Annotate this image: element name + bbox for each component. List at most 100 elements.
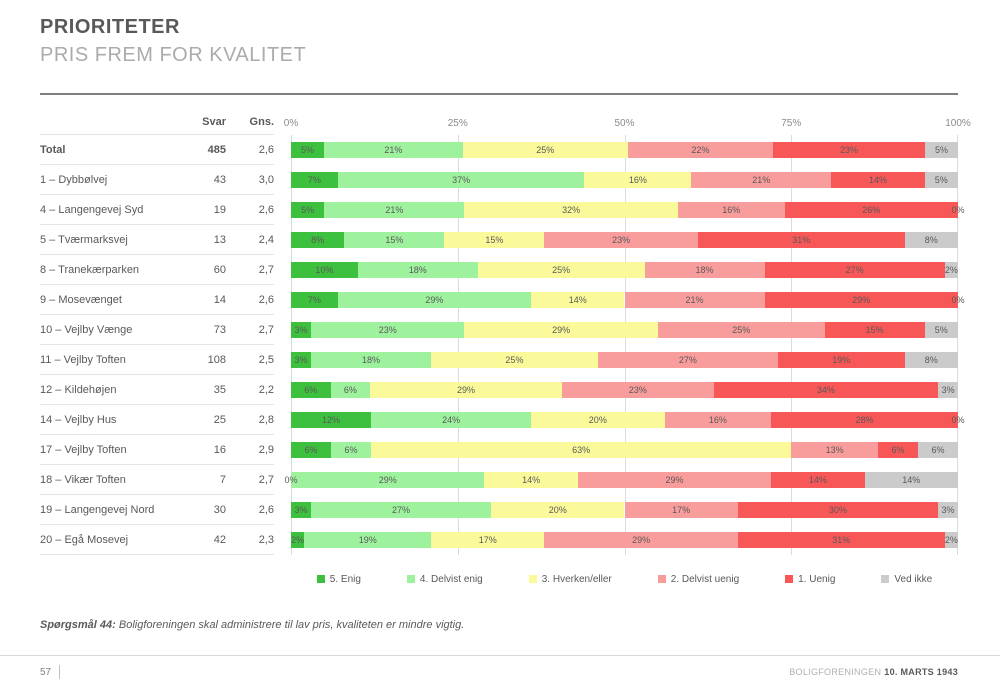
bar-segment-label: 14% <box>522 475 541 485</box>
stacked-bar: 6% 6% 29% 23% 34% 3% <box>291 382 958 398</box>
row-plot-area: 6% 6% 63% 13% 6% 6% <box>291 435 958 465</box>
bar-segment <box>311 322 465 338</box>
bar-segment <box>584 172 692 188</box>
bar-segment-label: 8% <box>924 355 938 365</box>
bar-segment <box>337 172 585 188</box>
legend-item: Ved ikke <box>881 574 932 585</box>
row-label: 20 – Egå Mosevej <box>40 533 129 546</box>
bar-segment-label: 17% <box>672 505 691 515</box>
stacked-bar: 10% 18% 25% 18% 27% 2% <box>291 262 958 278</box>
bar-segment-label: 21% <box>752 175 771 185</box>
row-svar: 19 <box>213 203 226 216</box>
row-gns: 2,8 <box>258 413 274 426</box>
stacked-bar: 3% 23% 29% 25% 15% 5% <box>291 322 958 338</box>
row-plot-area: 7% 37% 16% 21% 14% 5% <box>291 165 958 195</box>
table-row: 19 – Langengevej Nord 30 2,6 3% 27% 20% 17% 30%… <box>40 495 958 525</box>
row-label: 9 – Mosevænget <box>40 293 122 306</box>
legend-item: 3. Hverken/eller <box>528 573 612 585</box>
bar-segment <box>484 472 578 488</box>
row-label: 14 – Vejlby Hus <box>40 413 117 426</box>
bar-segment <box>304 532 432 548</box>
bar-segment-label: 29% <box>852 295 871 305</box>
bar-segment <box>291 172 338 188</box>
bar-segment-label: 32% <box>562 205 581 215</box>
stacked-bar: 7% 29% 14% 21% 29% 0% <box>291 292 965 308</box>
stacked-bar: 7% 37% 16% 21% 14% 5% <box>291 172 958 188</box>
bar-segment <box>311 352 432 368</box>
row-label: 17 – Vejlby Toften <box>40 443 127 456</box>
page-footer: 57 BOLIGFORENINGEN 10. MARTS 1943 <box>0 655 1000 692</box>
bar-segment-label: 8% <box>924 235 938 245</box>
page-number: 57 <box>40 666 52 678</box>
col-header-svar: Svar <box>202 116 226 128</box>
bar-segment-label: 63% <box>572 445 591 455</box>
bar-segment-label: 3% <box>294 355 308 365</box>
footer-org: BOLIGFORENINGEN <box>789 667 882 677</box>
bar-segment <box>944 262 958 278</box>
bar-segment <box>597 352 778 368</box>
bar-segment-label: 16% <box>628 175 647 185</box>
bar-segment-label: 29% <box>378 475 397 485</box>
row-gns: 3,0 <box>258 173 274 186</box>
footer-date: 10. MARTS 1943 <box>884 667 958 677</box>
bar-segment <box>324 202 465 218</box>
stacked-bar: 2% 19% 17% 29% 31% 2% <box>291 532 958 548</box>
table-row: 12 – Kildehøjen 35 2,2 6% 6% 29% 23% 34% 3% <box>40 375 958 405</box>
bar-segment <box>737 532 945 548</box>
bar-segment <box>624 502 738 518</box>
bar-segment-label: 17% <box>478 535 497 545</box>
gridline <box>457 135 459 555</box>
bar-segment <box>444 232 545 248</box>
bar-segment-label: 18% <box>695 265 714 275</box>
bar-segment-label: 19% <box>832 355 851 365</box>
legend-swatch-icon <box>528 575 537 583</box>
bar-segment-label: 3% <box>294 505 308 515</box>
row-svar: 42 <box>213 533 226 546</box>
bar-segment <box>784 202 958 218</box>
page-number-block: 57 <box>40 665 61 679</box>
bar-segment <box>577 472 772 488</box>
stacked-bar: 3% 18% 25% 27% 19% 8% <box>291 352 958 368</box>
bar-segment-label: 5% <box>301 205 315 215</box>
bar-segment-label: 21% <box>685 295 704 305</box>
row-gns: 2,5 <box>258 353 274 366</box>
bar-segment-label: 29% <box>456 385 476 395</box>
footer-org-date: BOLIGFORENINGEN 10. MARTS 1943 <box>789 667 958 677</box>
gridline-layer <box>291 135 958 555</box>
bar-segment <box>371 412 532 428</box>
bar-segment-label: 20% <box>548 505 567 515</box>
stacked-bar: 12% 24% 20% 16% 28% 0% <box>291 412 965 428</box>
row-svar: 60 <box>213 263 226 276</box>
bar-segment-label: 6% <box>304 385 318 395</box>
bar-segment <box>371 442 792 458</box>
chart-header-row: Svar Gns. 0% 25% 50% 75% 100% <box>40 107 971 135</box>
bar-segment-label: 2% <box>291 535 305 545</box>
table-row: Total 485 2,6 5% 21% 25% 22% 23% 5% <box>40 135 958 165</box>
row-plot-area: 3% 27% 20% 17% 30% 3% <box>291 495 958 525</box>
bar-segment <box>291 532 305 548</box>
legend-swatch-icon <box>785 575 794 583</box>
bar-segment-label: 5% <box>934 145 948 155</box>
bar-segment-label: 14% <box>568 295 587 305</box>
bar-segment <box>491 502 625 518</box>
row-left-group: 12 – Kildehøjen 35 2,2 <box>40 375 274 405</box>
x-axis: 0% 25% 50% 75% 100% <box>284 107 971 135</box>
table-row: 11 – Vejlby Toften 108 2,5 3% 18% 25% 27% 19% 8% <box>40 345 958 375</box>
row-svar: 7 <box>219 473 226 486</box>
legend-label: 4. Delvist enig <box>419 573 483 585</box>
bar-segment-label: 34% <box>816 385 835 395</box>
bar-segment-label: 29% <box>425 295 444 305</box>
bar-segment <box>791 442 878 458</box>
legend-label: 3. Hverken/eller <box>541 573 612 585</box>
bar-segment-label: 15% <box>385 235 404 245</box>
bar-segment <box>561 382 714 398</box>
bar-segment <box>291 142 325 158</box>
bar-segment <box>864 472 958 488</box>
bar-segment <box>357 262 478 278</box>
stacked-bar: 6% 6% 63% 13% 6% 6% <box>291 442 958 458</box>
chart-legend: 5. Enig 4. Delvist enig 3. Hverken/eller 2.… <box>291 569 958 589</box>
row-gns: 2,6 <box>258 203 274 216</box>
bar-segment-label: 0% <box>951 205 965 215</box>
row-label: 10 – Vejlby Vænge <box>40 323 133 336</box>
